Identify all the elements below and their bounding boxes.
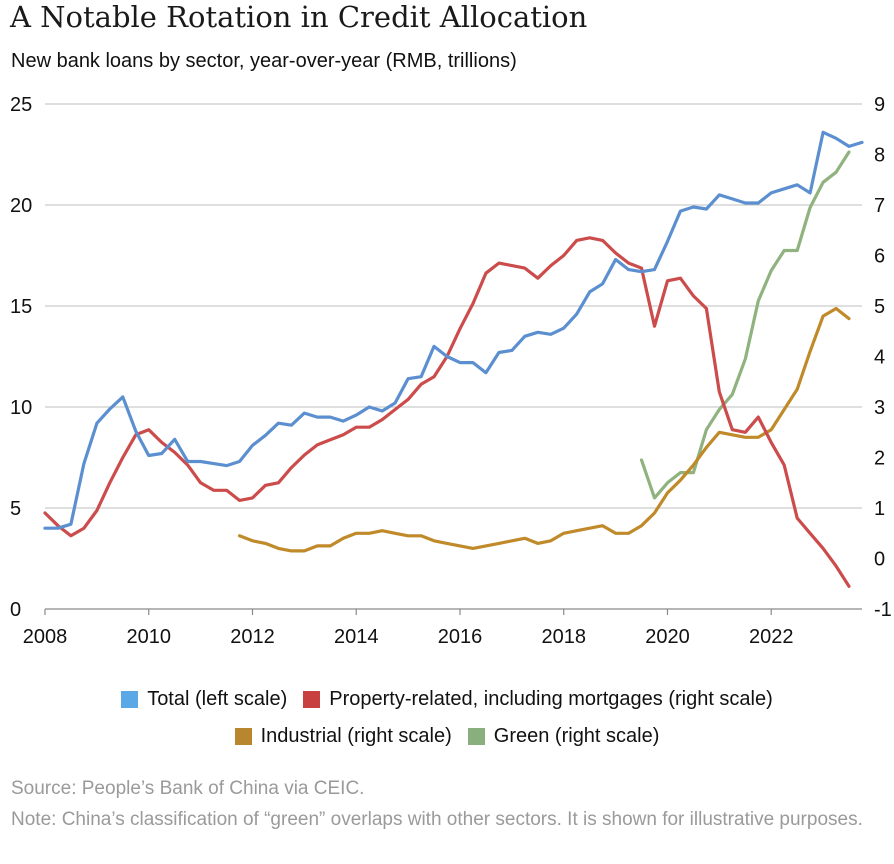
right-tick-label: 4 xyxy=(874,347,885,369)
x-axis: 2008 2010 2012 2014 2016 2018 2020 2022 xyxy=(23,609,794,648)
series-line-property xyxy=(43,236,851,588)
right-tick-label: 7 xyxy=(874,195,885,217)
legend-label-industrial: Industrial (right scale) xyxy=(260,725,452,747)
right-tick-label: 1 xyxy=(874,498,885,520)
series-line-total xyxy=(43,130,864,530)
x-tick-label: 2014 xyxy=(334,626,379,648)
legend-item-green: Green (right scale) xyxy=(467,725,660,748)
right-tick-label: 5 xyxy=(874,296,885,318)
legend-swatch-property xyxy=(303,691,321,708)
right-tick-label: 2 xyxy=(874,448,885,470)
right-tick-label: 3 xyxy=(874,397,885,419)
legend-item-property: Property-related, including mortgages (r… xyxy=(303,688,773,711)
legend-swatch-industrial xyxy=(234,728,252,745)
legend-label-total: Total (left scale) xyxy=(147,688,288,710)
left-tick-label: 10 xyxy=(10,397,32,419)
left-tick-label: 0 xyxy=(10,599,21,621)
left-axis-ticks: 0 5 10 15 20 25 xyxy=(10,94,32,621)
series-line-green xyxy=(639,150,851,500)
legend-item-industrial: Industrial (right scale) xyxy=(234,725,452,748)
chart-title: A Notable Rotation in Credit Allocation xyxy=(10,0,588,34)
x-tick-label: 2008 xyxy=(23,626,68,648)
x-tick-label: 2010 xyxy=(126,626,171,648)
left-tick-label: 25 xyxy=(10,94,32,116)
legend-swatch-green xyxy=(467,728,485,745)
left-tick-label: 20 xyxy=(10,195,32,217)
right-tick-label: 6 xyxy=(874,246,885,268)
x-tick-label: 2022 xyxy=(749,626,794,648)
gridlines xyxy=(45,103,862,610)
source-notes: Source: People’s Bank of China via CEIC.… xyxy=(11,773,886,835)
right-tick-label: 9 xyxy=(874,94,885,116)
right-axis-ticks: -1 0 1 2 3 4 5 6 7 8 9 xyxy=(874,94,892,621)
legend-row-1: Total (left scale) Property-related, inc… xyxy=(0,688,894,711)
legend-swatch-total xyxy=(121,691,139,708)
right-tick-label: 8 xyxy=(874,145,885,167)
legend-label-property: Property-related, including mortgages (r… xyxy=(329,688,773,710)
x-tick-label: 2012 xyxy=(230,626,275,648)
legend-row-2: Industrial (right scale) Green (right sc… xyxy=(0,725,894,748)
left-tick-label: 15 xyxy=(10,296,32,318)
left-tick-label: 5 xyxy=(10,498,21,520)
line-chart: 0 5 10 15 20 25 -1 0 1 2 3 4 5 6 7 8 9 2008 2010 2012 2014… xyxy=(10,94,892,648)
x-tick-label: 2018 xyxy=(541,626,586,648)
series-lines xyxy=(43,130,864,588)
x-tick-label: 2020 xyxy=(645,626,690,648)
x-tick-label: 2016 xyxy=(438,626,483,648)
chart-subtitle: New bank loans by sector, year-over-year… xyxy=(11,50,517,72)
note-text: Note: China’s classification of “green” … xyxy=(11,809,863,830)
right-tick-label: -1 xyxy=(874,599,892,621)
legend-label-green: Green (right scale) xyxy=(493,725,660,747)
right-tick-label: 0 xyxy=(874,549,885,571)
source-text: Source: People’s Bank of China via CEIC. xyxy=(11,778,365,799)
legend-item-total: Total (left scale) xyxy=(121,688,287,711)
series-line-industrial xyxy=(237,306,851,553)
